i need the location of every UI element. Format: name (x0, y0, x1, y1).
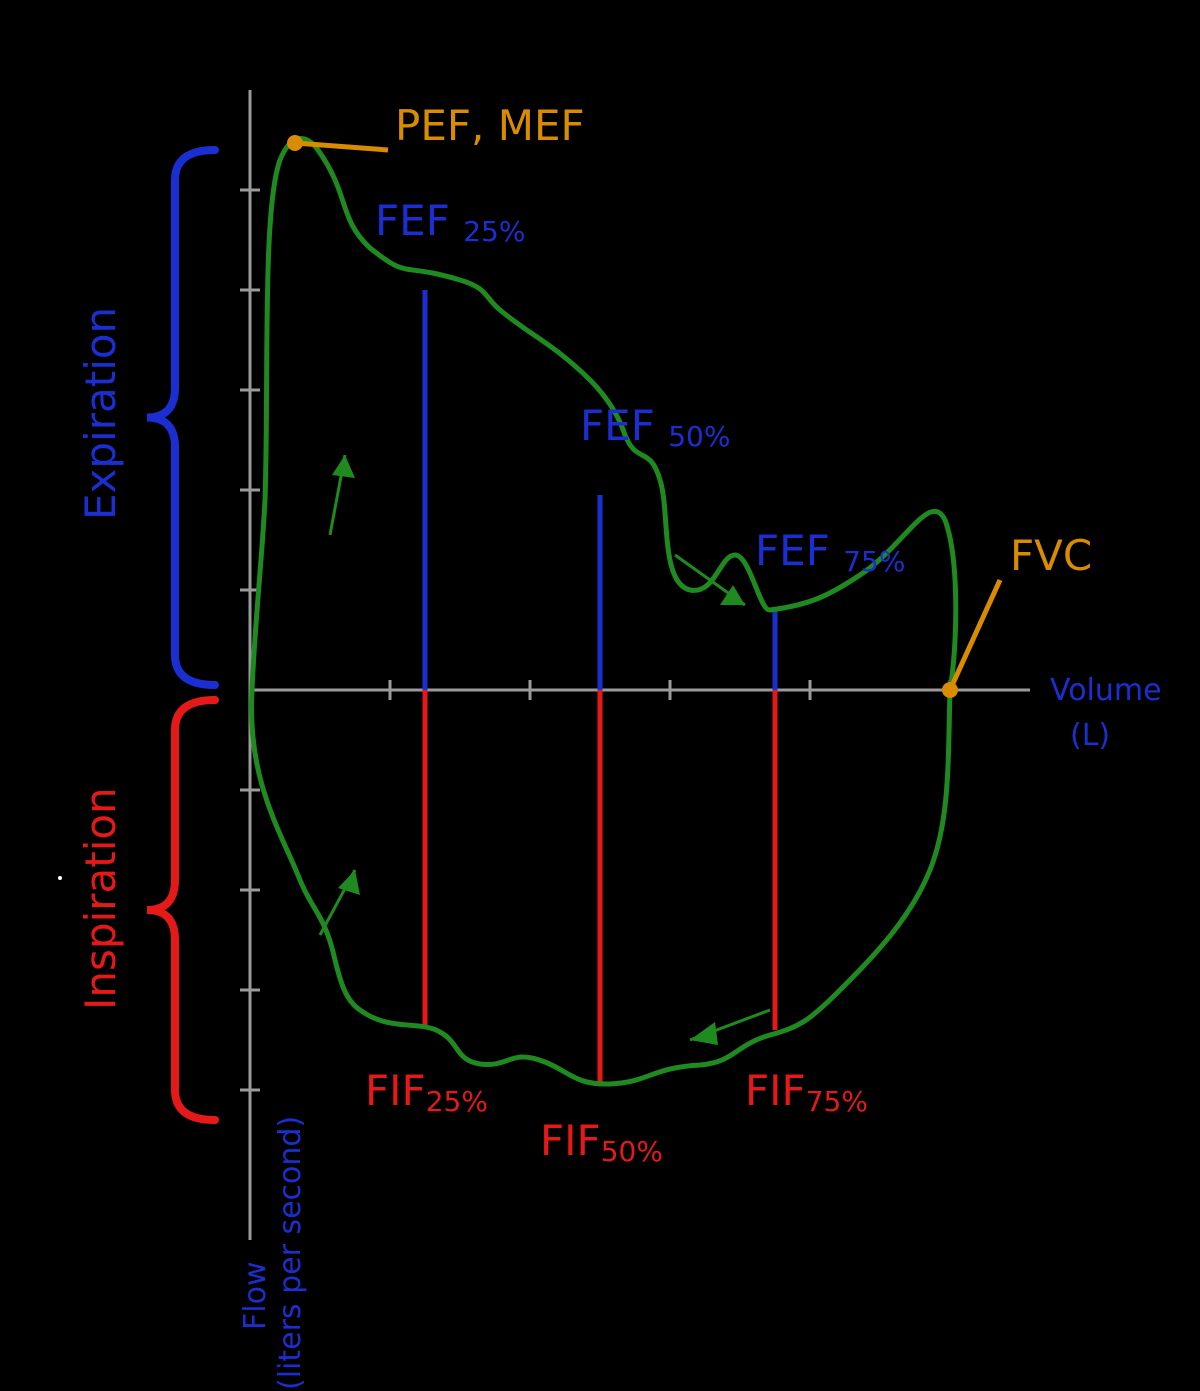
x-axis-unit: (L) (1070, 718, 1110, 753)
stray-dot (58, 876, 62, 880)
pef-mef-marker-point (287, 135, 303, 151)
y-axis-unit: (liters per second) (273, 1116, 308, 1390)
fvc-marker-point (942, 682, 958, 698)
x-axis-label: Volume (1050, 673, 1162, 708)
flow-volume-loop-diagram: Volume (L) Flow(liters per second) Expirati… (0, 0, 1200, 1391)
fvc-marker-label: FVC (1010, 531, 1092, 580)
pef-mef-marker-label: PEF, MEF (395, 101, 585, 150)
y-axis-label: Flow (238, 1262, 273, 1330)
inspiration-side-label: Inspiration (76, 787, 125, 1010)
expiration-side-label: Expiration (76, 307, 125, 520)
